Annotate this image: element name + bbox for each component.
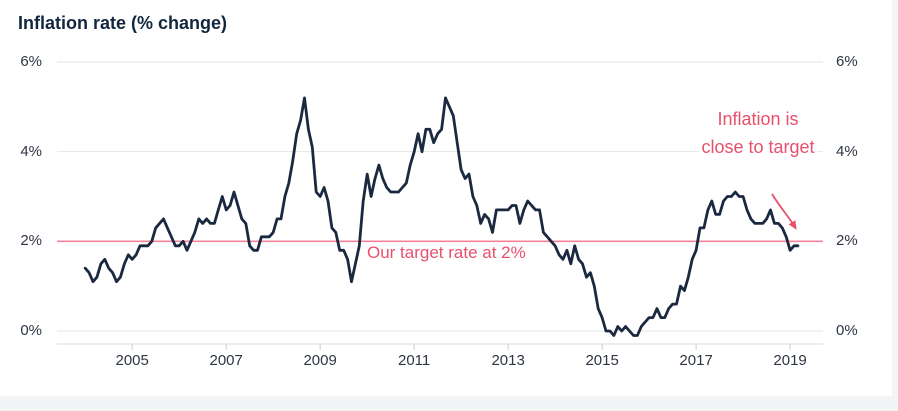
x-tick-label: 2007: [209, 352, 243, 369]
chart-plot-area: [57, 61, 823, 350]
y-tick-label: 2%: [20, 232, 42, 250]
y-tick-label: 6%: [20, 53, 42, 70]
chart-title: Inflation rate (% change): [18, 13, 228, 33]
x-tick-label: 2013: [491, 352, 525, 369]
chart-card: Inflation rate (% change) 0% 2% 4% 6% 0% 2% 4…: [0, 0, 892, 396]
x-tick-label: 2011: [398, 352, 431, 369]
y-tick-label: 0%: [836, 322, 858, 339]
x-tick-label: 2009: [303, 352, 337, 369]
x-tick-label: 2017: [679, 352, 713, 369]
annotation-arrow-icon: [771, 193, 797, 230]
y-tick-label: 0%: [20, 322, 42, 339]
y-tick-label: 4%: [836, 142, 858, 160]
x-tick-label: 2005: [115, 352, 149, 369]
y-tick-label: 6%: [836, 53, 858, 70]
x-tick-label: 2019: [773, 352, 807, 369]
annotation-label: Inflation is close to target: [699, 103, 817, 163]
y-tick-label: 2%: [836, 232, 858, 250]
target-line-label: Our target rate at 2%: [367, 243, 526, 262]
inflation-line-series: [83, 96, 800, 337]
y-tick-label: 4%: [20, 142, 42, 160]
x-tick-label: 2015: [585, 352, 619, 369]
